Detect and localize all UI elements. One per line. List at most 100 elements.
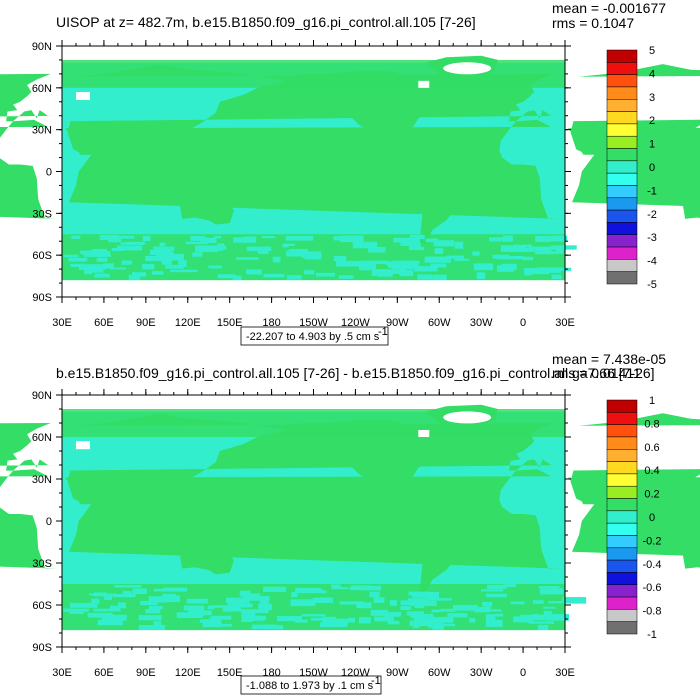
colorbar-label: -0.2 <box>643 535 662 547</box>
missing-caspian <box>75 92 90 101</box>
colorbar-swatch <box>606 259 638 272</box>
field-patch <box>472 251 480 256</box>
field-patch <box>217 274 236 279</box>
field-patch <box>226 597 250 604</box>
field-patch <box>504 584 516 588</box>
field-patch <box>205 622 215 626</box>
field-patch <box>63 254 79 258</box>
range-box-frame <box>240 326 389 346</box>
y-tick-label: 30S <box>32 558 52 570</box>
field-patch <box>550 245 577 250</box>
field-patch <box>145 255 163 262</box>
field-patch <box>501 263 517 270</box>
field-patch <box>481 589 504 592</box>
colorbar-swatch <box>606 498 638 512</box>
missing-north-cap <box>62 395 565 401</box>
field-patch <box>373 597 385 603</box>
field-patch <box>153 621 162 627</box>
field-patch <box>387 620 400 625</box>
field-patch <box>165 264 184 269</box>
colorbar-swatch <box>606 572 638 585</box>
field-patch <box>89 593 116 596</box>
x-tick-label: 30E <box>52 667 72 679</box>
colorbar-swatch <box>606 99 638 112</box>
field-patch <box>69 602 98 608</box>
field-patch <box>70 263 85 267</box>
colorbar-swatch <box>606 123 638 137</box>
field-patch <box>446 255 464 259</box>
colorbar-label: -0.8 <box>643 606 662 618</box>
field-patch <box>114 584 142 588</box>
field-patch <box>417 274 433 280</box>
landmass-africa <box>64 119 561 219</box>
field-patch <box>285 236 314 241</box>
field-patch <box>295 587 321 594</box>
field-patch <box>94 273 110 278</box>
field-patch <box>91 598 100 604</box>
field-patch <box>290 599 316 607</box>
field-patch <box>97 619 123 626</box>
field-patch <box>244 615 265 621</box>
field-patch <box>391 262 419 270</box>
field-patch <box>111 247 125 251</box>
colorbar-swatch <box>606 172 638 186</box>
field-band-0 <box>62 409 565 437</box>
field-patch <box>440 608 456 612</box>
field-patch <box>140 600 158 606</box>
field-patch <box>282 243 295 246</box>
colorbar-swatch <box>606 424 638 438</box>
field-patch <box>339 601 364 605</box>
colorbar-label: 0.4 <box>644 465 659 477</box>
chart-title: b.e15.B1850.f09_g16.pi_control.all.105 [… <box>56 365 655 381</box>
field-patch <box>543 606 556 609</box>
field-patch <box>454 241 464 249</box>
y-tick-label: 90S <box>32 292 52 304</box>
field-patch <box>200 237 217 244</box>
field-patch <box>384 270 409 274</box>
field-patch <box>374 616 394 622</box>
field-patch <box>288 249 308 252</box>
x-tick-label: 120E <box>175 667 201 679</box>
colorbar-label: 1 <box>649 139 655 151</box>
field-patch <box>428 622 437 628</box>
field-patch <box>469 618 476 623</box>
colorbar-swatch <box>606 111 638 125</box>
field-patch <box>199 619 222 623</box>
field-patch <box>430 616 454 623</box>
field-patch <box>83 252 111 257</box>
field-patch <box>487 584 507 589</box>
colorbar-swatch <box>606 49 638 63</box>
missing-hudson <box>418 430 430 437</box>
field-patch <box>232 275 242 281</box>
field-patch <box>263 586 287 593</box>
field-patch <box>80 250 105 255</box>
colorbar-swatch <box>606 621 638 635</box>
field-patch <box>413 615 420 620</box>
field-patch <box>235 257 259 260</box>
y-tick-label: 60N <box>32 83 52 95</box>
y-tick-label: 90N <box>32 390 52 402</box>
colorbar-swatch <box>606 160 638 174</box>
field-patch <box>384 611 402 617</box>
field-patch <box>350 585 373 589</box>
field-patch <box>169 269 198 273</box>
field-patch <box>228 603 253 608</box>
field-patch <box>431 609 442 613</box>
range-box: -22.207 to 4.903 by .5 cm s-1 <box>240 326 389 346</box>
field-patch <box>538 586 560 589</box>
field-patch <box>347 617 355 623</box>
missing-caspian <box>75 441 90 450</box>
range-unit-exponent: -1 <box>378 326 388 338</box>
field-patch <box>257 251 269 254</box>
field-patch <box>485 609 502 612</box>
field-patch <box>195 245 219 253</box>
field-patch <box>116 245 143 251</box>
colorbar-swatch <box>606 547 638 561</box>
field-patch <box>122 590 132 596</box>
field-patch <box>433 240 455 247</box>
field-patch <box>148 605 163 610</box>
landmass-eurasia <box>62 64 560 161</box>
field-patch <box>153 246 175 251</box>
range-unit-exponent: -1 <box>371 675 381 687</box>
colorbar-swatch <box>606 222 638 235</box>
